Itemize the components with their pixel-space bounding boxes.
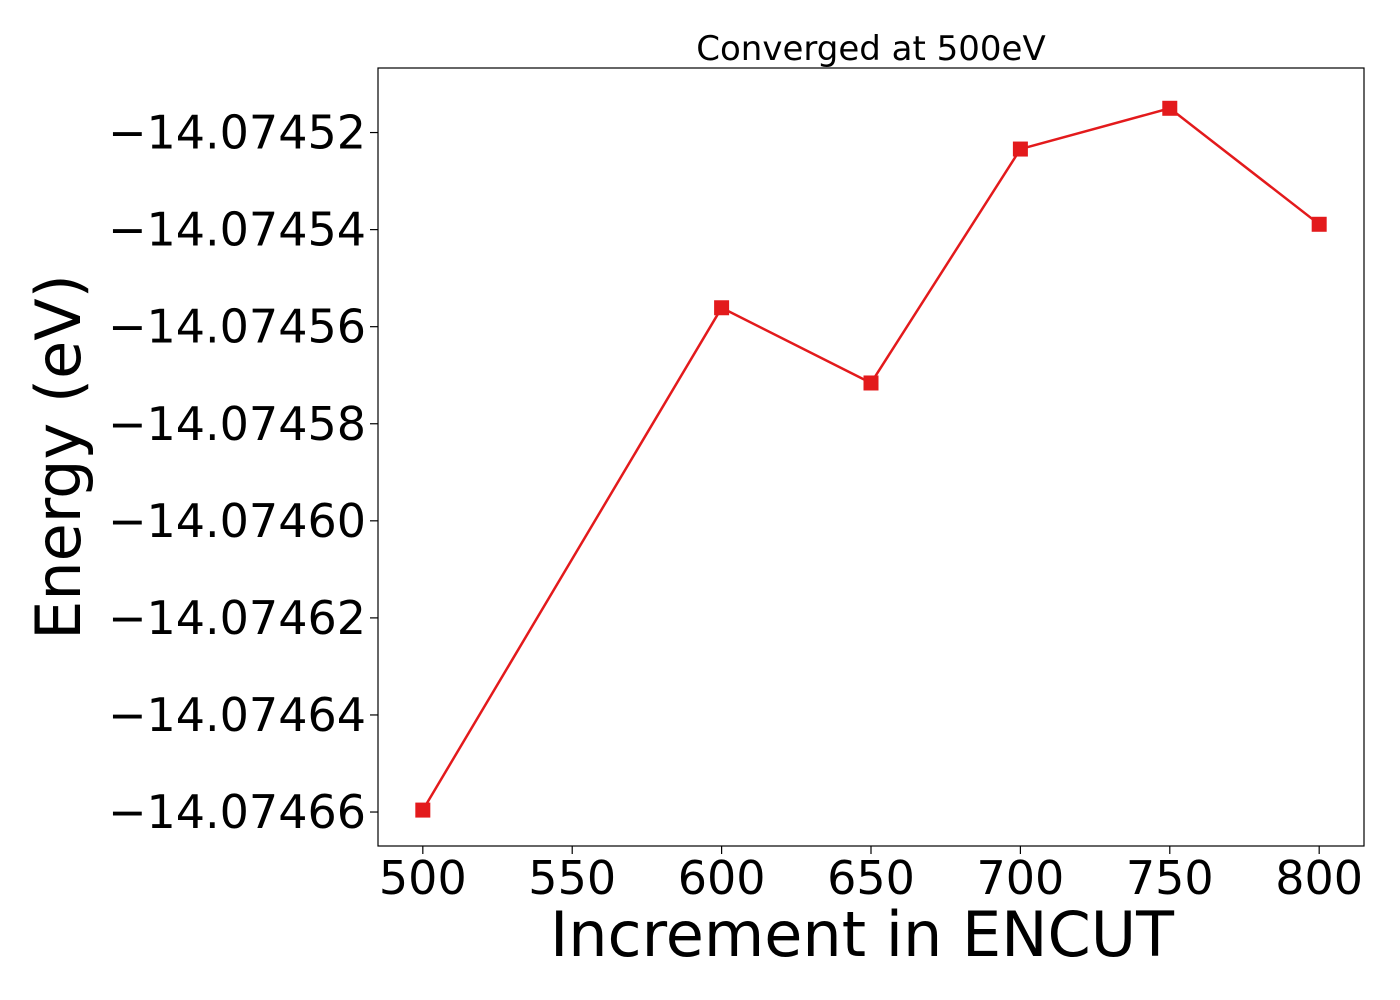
y-tick-label: −14.07466 [108, 785, 366, 839]
plot-area-frame [377, 67, 1365, 847]
x-axis-ticks: 500 550 600 650 700 750 800 [379, 846, 1363, 905]
chart-title: Converged at 500eV [696, 29, 1045, 69]
data-point-marker [415, 802, 431, 818]
plot-frame [377, 67, 1365, 847]
x-tick-label: 700 [976, 851, 1064, 905]
series-group [415, 100, 1327, 818]
y-tick-label: −14.07454 [108, 203, 366, 257]
x-tick-label: 750 [1126, 851, 1214, 905]
y-tick-label: −14.07460 [108, 494, 366, 548]
y-axis-title: Energy (eV) [22, 274, 95, 640]
x-tick-label: 650 [827, 851, 915, 905]
y-tick-label: −14.07452 [108, 106, 366, 160]
x-tick-label: 550 [528, 851, 616, 905]
data-point-marker [1162, 100, 1178, 116]
x-tick-label: 500 [379, 851, 467, 905]
x-tick-label: 600 [678, 851, 766, 905]
y-axis-ticks: −14.07452 −14.07454 −14.07456 −14.07458 −14.… [108, 106, 378, 839]
y-tick-label: −14.07464 [108, 688, 366, 742]
data-point-marker [714, 300, 730, 316]
data-point-marker [1311, 216, 1327, 232]
series-line [421, 106, 1320, 811]
x-tick-label: 800 [1275, 851, 1363, 905]
data-point-marker [863, 375, 879, 391]
y-tick-label: −14.07462 [108, 591, 366, 645]
data-point-marker [1012, 141, 1028, 157]
y-tick-label: −14.07456 [108, 300, 366, 354]
y-tick-label: −14.07458 [108, 397, 366, 451]
x-axis-title: Increment in ENCUT [550, 898, 1175, 971]
